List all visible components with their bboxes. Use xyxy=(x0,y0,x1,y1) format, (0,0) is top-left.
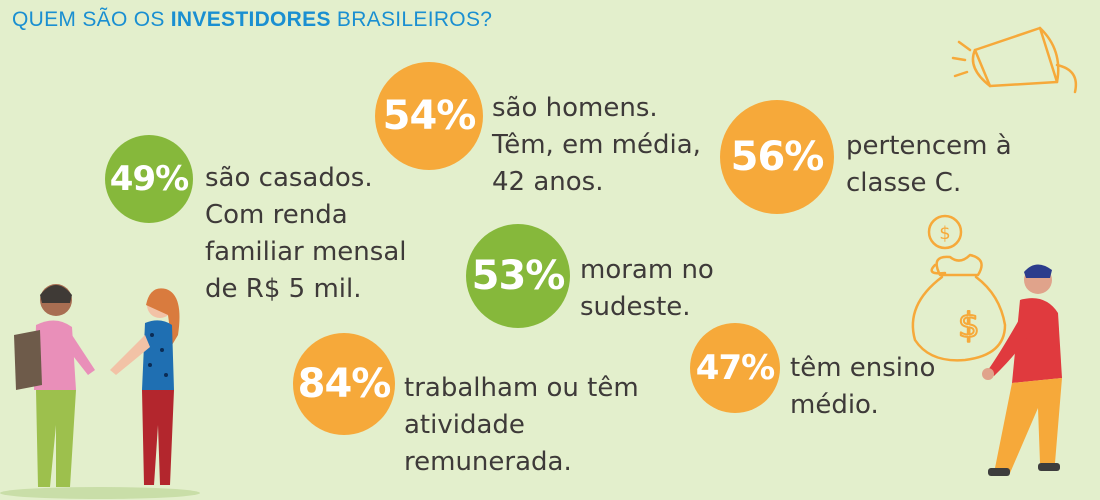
stat-homens-line-3: 42 anos. xyxy=(492,167,604,197)
stat-classe-c-text: pertencem à classe C. xyxy=(846,128,1012,202)
stat-ensino-percent: 47% xyxy=(690,323,780,413)
title-suffix: BRASILEIROS? xyxy=(330,8,493,31)
stat-trabalham-percent: 84% xyxy=(293,333,395,435)
stat-classe-c-line-1: pertencem à xyxy=(846,131,1012,161)
money-bag-icon: $ xyxy=(911,253,1007,362)
stat-trabalham-line-2: atividade xyxy=(404,410,525,440)
stat-ensino-text: têm ensino médio. xyxy=(790,350,935,424)
title-highlight: INVESTIDORES xyxy=(170,8,331,31)
stat-sudeste-percent: 53% xyxy=(466,224,570,328)
page-title: QUEM SÃO OS INVESTIDORES BRASILEIROS? xyxy=(12,8,492,32)
stat-casados-line-1: são casados. xyxy=(205,163,373,193)
stat-casados-line-4: de R$ 5 mil. xyxy=(205,274,362,304)
svg-text:$: $ xyxy=(939,223,950,244)
stat-trabalham-text: trabalham ou têm atividade remunerada. xyxy=(404,370,639,481)
stat-sudeste-text: moram no sudeste. xyxy=(580,252,714,326)
svg-text:$: $ xyxy=(958,306,980,346)
stat-ensino-line-1: têm ensino xyxy=(790,353,936,383)
stat-classe-c-line-2: classe C. xyxy=(846,168,962,198)
stat-sudeste-line-2: sudeste. xyxy=(580,292,691,322)
stat-ensino-line-2: médio. xyxy=(790,390,879,420)
stat-casados-line-2: Com renda xyxy=(205,200,348,230)
stat-sudeste-line-1: moram no xyxy=(580,255,714,285)
title-prefix: QUEM SÃO OS xyxy=(12,8,171,31)
stat-homens-percent: 54% xyxy=(375,62,483,170)
stat-homens-line-1: são homens. xyxy=(492,93,658,123)
man-carrying-bag-illustration xyxy=(982,264,1062,476)
stat-classe-c-percent: 56% xyxy=(720,100,834,214)
stat-casados-percent: 49% xyxy=(105,135,193,223)
stat-casados-text: são casados. Com renda familiar mensal d… xyxy=(205,160,406,308)
megaphone-icon xyxy=(951,26,1078,94)
two-people-illustration xyxy=(0,284,200,499)
stat-homens-text: são homens. Têm, em média, 42 anos. xyxy=(492,90,701,201)
stat-homens-line-2: Têm, em média, xyxy=(492,130,701,160)
coin-icon: $ xyxy=(927,214,963,250)
stat-casados-line-3: familiar mensal xyxy=(205,237,407,267)
stat-trabalham-line-3: remunerada. xyxy=(404,447,572,477)
stat-trabalham-line-1: trabalham ou têm xyxy=(404,373,639,403)
